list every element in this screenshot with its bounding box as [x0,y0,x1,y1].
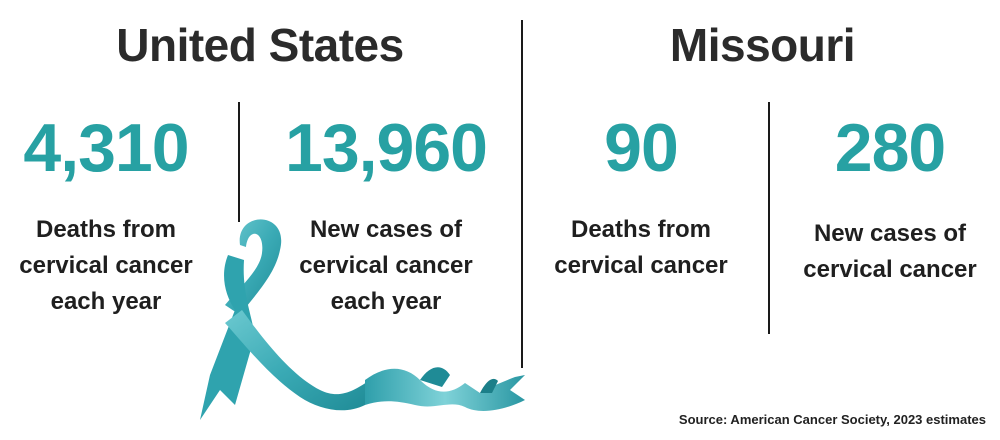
missouri-stat-divider [768,102,770,334]
awareness-ribbon-icon [200,219,525,420]
us-cases-label-line: New cases of [309,216,463,243]
main-divider [521,20,523,368]
us-title: United States [116,19,404,71]
missouri-deaths-label: Deaths from cervical cancer [530,212,752,284]
missouri-deaths-label-line: cervical cancer [554,252,728,279]
missouri-deaths-value: 90 [604,110,679,186]
missouri-cases-label-line: New cases of [813,220,967,247]
us-deaths-stat: 4,310 Deaths from cervical cancer each y… [0,114,212,320]
us-deaths-label-line: Deaths from [35,216,177,243]
missouri-title: Missouri [669,19,856,71]
missouri-cases-stat: 280 New cases of cervical cancer [780,114,1000,288]
us-cases-label-line: each year [330,288,442,315]
us-deaths-value: 4,310 [23,110,189,186]
missouri-cases-label-line: cervical cancer [803,256,977,283]
us-deaths-label-line: each year [50,288,162,315]
missouri-deaths-stat: 90 Deaths from cervical cancer [530,114,752,284]
us-deaths-label: Deaths from cervical cancer each year [0,212,212,320]
us-stat-divider [238,102,240,222]
missouri-cases-value: 280 [834,110,946,186]
missouri-deaths-label-line: Deaths from [570,216,712,243]
us-deaths-label-line: cervical cancer [19,252,193,279]
us-cases-label-line: cervical cancer [299,252,473,279]
us-cases-value: 13,960 [285,110,488,186]
us-cases-stat: 13,960 New cases of cervical cancer each… [252,114,520,320]
missouri-cases-label: New cases of cervical cancer [780,216,1000,288]
source-note: Source: American Cancer Society, 2023 es… [678,412,986,427]
us-cases-label: New cases of cervical cancer each year [252,212,520,320]
